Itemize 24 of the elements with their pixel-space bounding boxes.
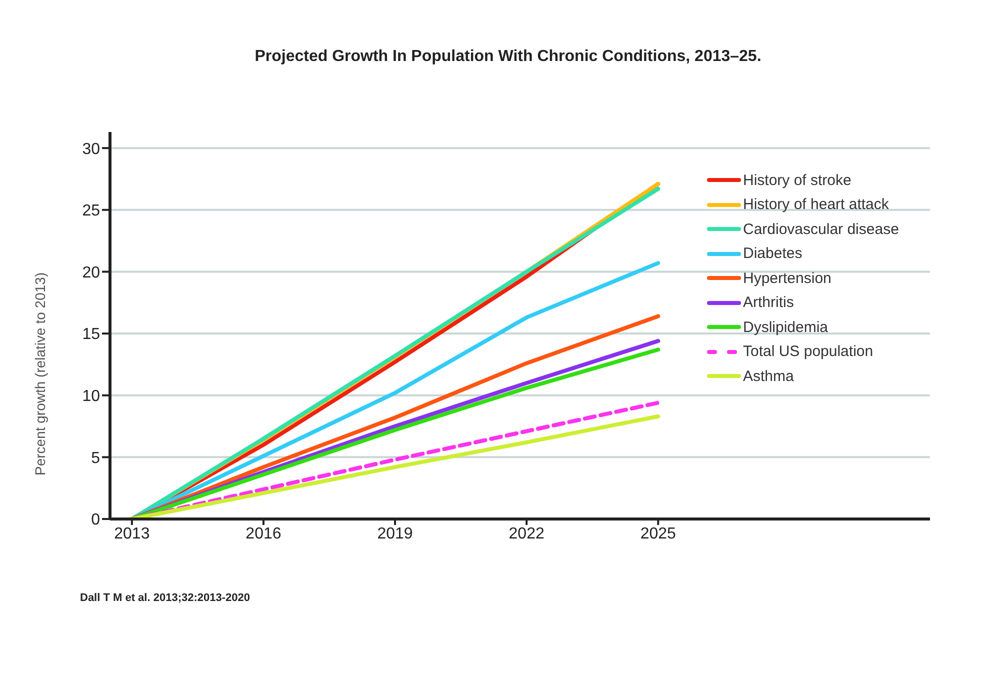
legend-label: History of stroke: [743, 172, 852, 189]
y-tick-label: 25: [82, 202, 100, 220]
legend-label: Total US population: [743, 343, 874, 360]
legend-label: Diabetes: [743, 245, 802, 262]
x-tick-label: 2013: [114, 525, 150, 542]
text: Dall T M et al. 2013;32:2013-2020: [80, 592, 250, 604]
x-tick-label: 2025: [640, 525, 676, 542]
x-tick-label: 2022: [508, 525, 544, 542]
legend-label: Hypertension: [743, 270, 832, 287]
y-tick-label: 10: [82, 388, 100, 406]
legend-label: Arthritis: [743, 294, 794, 312]
y-tick-label: 20: [82, 264, 100, 282]
legend-label: History of heart attack: [743, 196, 889, 214]
x-tick-label: 2016: [246, 525, 282, 542]
legend-label: Cardiovascular disease: [743, 220, 899, 238]
y-tick-label: 15: [82, 326, 100, 344]
legend-label: Asthma: [743, 368, 794, 385]
x-tick-label: 2019: [377, 525, 413, 542]
y-tick-label: 0: [91, 512, 100, 529]
legend-label: Dyslipidemia: [743, 318, 828, 336]
chart-title: Projected Growth In Population With Chronic Conditions, 2013–25.: [254, 48, 762, 66]
y-axis-title: Percent growth (relative to 2013): [32, 272, 48, 476]
y-tick-label: 5: [91, 450, 100, 467]
y-tick-label: 30: [82, 140, 100, 158]
